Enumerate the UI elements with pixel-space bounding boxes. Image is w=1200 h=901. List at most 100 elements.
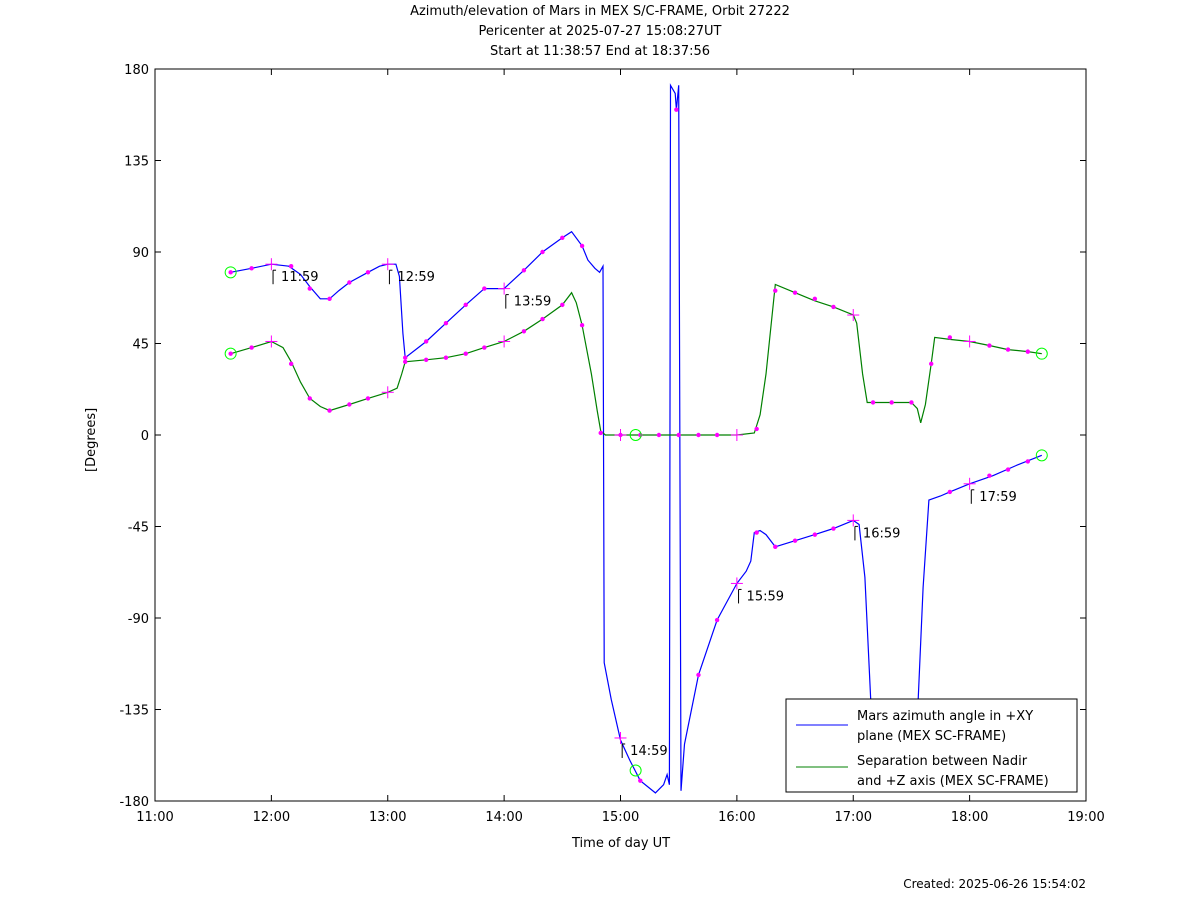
separation-point-marker [598,430,603,436]
separation-event-circle [1035,347,1048,360]
chart-title-line-2: Pericenter at 2025-07-27 15:08:27UT [478,24,722,39]
azimuth-point-marker [540,249,545,255]
separation-point-marker [463,351,468,356]
separation-point-marker [249,345,254,350]
separation-point-marker [831,304,836,310]
y-axis-label: [Degrees] [84,407,99,472]
azimuth-point-marker [714,617,720,623]
separation-point-marker [228,351,233,356]
azimuth-point-marker [347,280,352,285]
separation-point-marker [521,329,527,334]
azimuth-point-marker [288,264,294,269]
azimuth-point-marker [696,672,701,678]
azimuth-point-marker [521,268,527,273]
y-tick-label: -135 [119,704,149,719]
x-tick-label: 18:00 [951,810,988,825]
separation-point-marker [947,335,953,340]
separation-point-marker [754,426,759,432]
azimuth-point-marker [423,339,429,344]
separation-point-marker [288,361,294,367]
separation-point-marker [540,316,545,322]
y-tick-label: 135 [124,155,149,170]
separation-point-marker [579,323,585,328]
chart-title-line-1: Azimuth/elevation of Mars in MEX S/C-FRA… [410,4,790,19]
separation-point-marker [792,290,798,295]
x-tick-label: 12:00 [253,810,290,825]
separation-point-marker [443,355,449,360]
legend-azimuth-line-2: plane (MEX SC-FRAME) [857,729,1006,744]
separation-point-marker [482,345,487,350]
separation-event-circle [224,347,237,360]
azimuth-point-marker [249,266,254,271]
separation-point-marker [403,359,408,364]
time-annotation-label: 14:59 [630,744,667,759]
azimuth-event-circle [1035,449,1048,462]
azimuth-point-marker [674,107,679,112]
azimuth-point-marker [792,538,798,543]
separation-point-marker [365,396,371,401]
separation-point-marker [987,343,992,348]
separation-point-marker [812,296,818,301]
separation-point-marker [347,402,352,407]
x-tick-label: 13:00 [369,810,406,825]
azimuth-series-line [230,83,872,794]
separation-point-marker [1005,347,1011,352]
azimuth-point-marker [327,296,332,301]
azimuth-point-marker [773,544,778,550]
series-layer [224,83,1048,794]
y-tick-label: -45 [128,521,149,536]
azimuth-point-marker [463,302,468,308]
created-timestamp: Created: 2025-06-26 15:54:02 [903,877,1086,891]
azimuth-point-marker [947,489,953,495]
chart-title-line-3: Start at 11:38:57 End at 18:37:56 [489,44,711,59]
legend-separation-line-1: Separation between Nadir [857,754,1028,769]
x-tick-label: 15:00 [602,810,639,825]
time-annotation-label: 15:59 [747,589,784,604]
separation-point-marker [307,396,312,401]
azimuth-point-marker [1025,459,1031,464]
azimuth-point-marker [307,286,312,291]
time-annotation-label: 12:59 [397,270,434,285]
azimuth-point-marker [754,530,759,535]
azimuth-point-marker [365,270,371,275]
time-annotation-label: 16:59 [863,526,900,541]
separation-point-marker [889,400,894,405]
separation-point-marker [714,432,720,438]
x-tick-label: 14:00 [485,810,522,825]
separation-point-marker [676,432,681,438]
x-tick-label: 16:00 [718,810,755,825]
separation-point-marker [638,432,643,438]
y-tick-label: 180 [124,63,149,78]
separation-point-marker [773,288,778,293]
y-tick-label: 45 [132,338,149,353]
legend-separation-line-2: and +Z axis (MEX SC-FRAME) [857,774,1049,789]
legend-azimuth-line-1: Mars azimuth angle in +XY [857,709,1033,724]
azimuth-event-circle [224,266,237,279]
separation-point-marker [656,432,662,438]
azimuth-point-marker [560,235,565,240]
x-tick-label: 17:00 [835,810,872,825]
separation-point-marker [327,408,332,413]
azimuth-point-marker [482,286,487,291]
azimuth-point-marker [443,320,449,326]
separation-point-marker [870,400,876,405]
x-axis-label: Time of day UT [572,836,671,851]
azimuth-point-marker [228,270,233,275]
separation-point-marker [696,432,701,438]
azimuth-point-marker [403,355,408,360]
separation-point-marker [909,400,914,405]
annotation-layer: 11:59 12:59 13:59 14:59 15:59 16:59 17:59 [272,269,1017,759]
azimuth-point-marker [1005,467,1011,472]
separation-series-line [230,283,1042,436]
time-annotation-label: 13:59 [514,295,551,310]
azimuth-point-marker [987,473,992,478]
y-tick-label: 90 [132,246,149,261]
separation-point-marker [1025,349,1031,354]
azimuth-point-marker [812,532,818,537]
x-tick-label: 19:00 [1067,810,1104,825]
separation-event-circle [629,429,642,441]
azimuth-point-marker [579,243,585,249]
legend-box [785,698,1078,793]
azimuth-event-circle [629,764,642,777]
azimuth-point-marker [831,526,836,531]
